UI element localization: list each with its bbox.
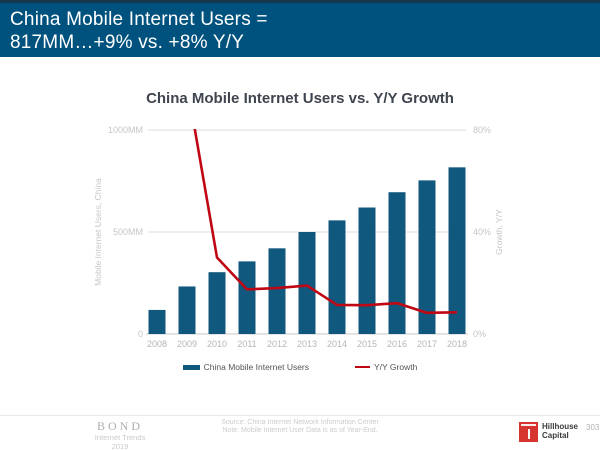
bar-2011 (239, 261, 256, 334)
bar-2012 (269, 248, 286, 334)
bar-2008 (149, 310, 166, 334)
left-axis-tick: 0 (138, 329, 143, 339)
legend-item-growth: Y/Y Growth (355, 362, 417, 372)
x-axis-label-2009: 2009 (177, 339, 197, 349)
partner-hillhouse: Hillhouse Capital 303 (519, 422, 599, 442)
source-line1: Source: China Internet Network Informati… (150, 419, 450, 427)
legend-item-users: China Mobile Internet Users (183, 362, 309, 372)
legend-label-users: China Mobile Internet Users (204, 362, 309, 372)
x-axis-label-2010: 2010 (207, 339, 227, 349)
bar-2013 (299, 232, 316, 334)
hillhouse-logo-detail (521, 424, 536, 426)
page-number: 303 (586, 422, 599, 432)
footer-divider (0, 415, 600, 416)
legend-swatch-bar (183, 365, 200, 370)
right-axis-tick: 40% (473, 227, 491, 237)
x-axis-label-2018: 2018 (447, 339, 467, 349)
left-axis-title: Mobile Internet Users, China (93, 178, 103, 286)
x-axis-label-2011: 2011 (237, 339, 256, 349)
x-axis-label-2016: 2016 (387, 339, 407, 349)
bar-2014 (329, 220, 346, 334)
x-axis-label-2015: 2015 (357, 339, 377, 349)
x-axis-label-2008: 2008 (147, 339, 167, 349)
bar-2016 (389, 192, 406, 334)
source-note: Source: China Internet Network Informati… (150, 419, 450, 435)
left-axis-tick: 1000MM (108, 125, 143, 135)
hillhouse-logo-glyph (528, 429, 530, 439)
chart-legend: China Mobile Internet Users Y/Y Growth (0, 362, 600, 372)
x-axis-label-2012: 2012 (267, 339, 287, 349)
left-axis-tick: 500MM (113, 227, 143, 237)
partner-name-line1: Hillhouse (542, 422, 578, 431)
partner-name: Hillhouse Capital (542, 422, 578, 440)
x-axis-label-2013: 2013 (297, 339, 317, 349)
right-axis-tick: 80% (473, 125, 491, 135)
bar-2010 (209, 272, 226, 334)
legend-label-growth: Y/Y Growth (374, 362, 417, 372)
right-axis-title: Growth, Y/Y (494, 209, 504, 255)
bar-2015 (359, 208, 376, 334)
right-axis-tick: 0% (473, 329, 486, 339)
growth-line (187, 84, 457, 313)
partner-name-line2: Capital (542, 431, 578, 440)
bar-2018 (449, 167, 466, 334)
legend-swatch-line (355, 366, 370, 369)
x-axis-label-2017: 2017 (417, 339, 437, 349)
x-axis-label-2014: 2014 (327, 339, 347, 349)
hillhouse-logo-icon (519, 422, 538, 442)
bar-2009 (179, 286, 196, 334)
source-line2: Note: Mobile Internet User Data is as of… (150, 427, 450, 435)
